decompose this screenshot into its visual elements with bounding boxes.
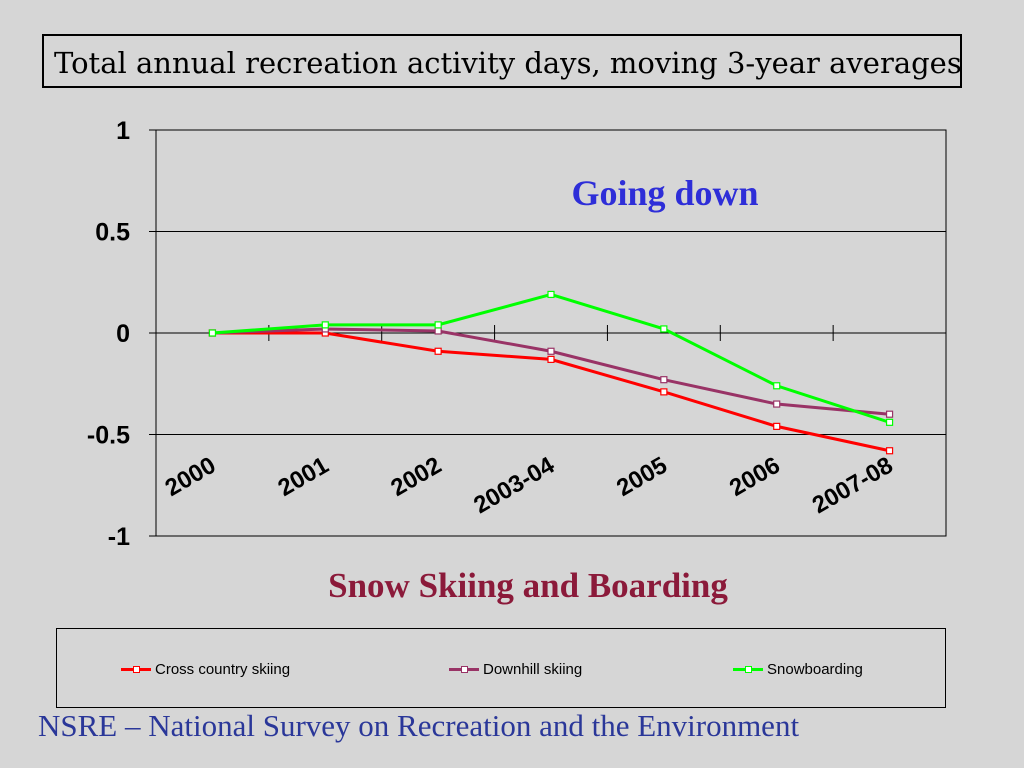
data-point [547, 355, 555, 363]
data-point [660, 388, 668, 396]
data-point [885, 410, 894, 418]
legend-item-snowboarding: Snowboarding [733, 659, 863, 679]
legend-swatch-downhill [449, 663, 479, 675]
legend-label-downhill: Downhill skiing [483, 660, 583, 678]
y-tick-label: 0 [116, 320, 130, 348]
data-point [660, 325, 668, 333]
chart-subtitle: Snow Skiing and Boarding [328, 566, 728, 605]
legend-swatch-cross-country [121, 663, 151, 675]
legend-label-cross-country: Cross country skiing [155, 660, 291, 678]
legend-item-downhill: Downhill skiing [449, 659, 582, 679]
y-tick-label: -1 [108, 523, 130, 551]
data-point [773, 400, 781, 408]
y-tick-label: 1 [116, 117, 130, 145]
y-tick-label: -0.5 [87, 422, 130, 450]
data-point [547, 290, 555, 299]
data-point [434, 321, 442, 329]
data-point [773, 422, 781, 430]
y-axis-ticks: 1 0.5 0 -0.5 -1 [87, 117, 156, 551]
line-chart: 10.50-0.5-1 2000 2001 2002 2003-04 2005 2006 2… [87, 117, 947, 605]
slide-title: Total annual recreation activity days, m… [54, 46, 962, 80]
data-point [208, 329, 217, 337]
going-down-annotation: Going down [571, 173, 758, 213]
data-point [885, 418, 894, 426]
data-point [773, 382, 781, 390]
data-point [660, 376, 668, 384]
legend-label-snowboarding: Snowboarding [767, 660, 863, 678]
legend-swatch-snowboarding [733, 663, 763, 675]
footer-source: NSRE – National Survey on Recreation and… [38, 708, 800, 743]
data-point [434, 327, 442, 335]
chart-legend: Cross country skiing Downhill skiing Sno… [56, 628, 946, 708]
title-box: Total annual recreation activity days, m… [42, 34, 962, 88]
data-point [434, 347, 442, 355]
data-point [321, 321, 329, 329]
data-point [547, 347, 555, 355]
legend-item-cross-country: Cross country skiing [121, 659, 290, 679]
data-point [885, 447, 894, 455]
y-tick-label: 0.5 [95, 219, 130, 247]
series-layer [208, 290, 894, 455]
